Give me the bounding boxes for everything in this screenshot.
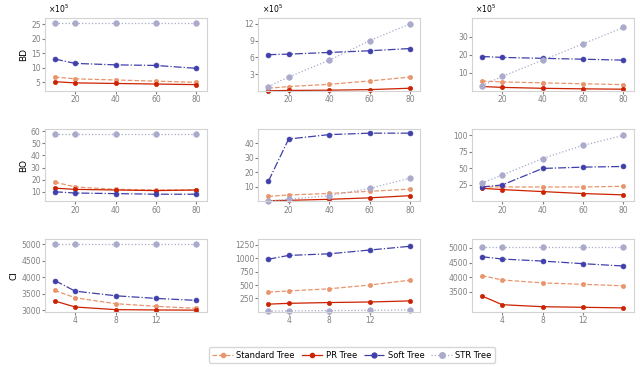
Y-axis label: BO: BO xyxy=(19,159,28,172)
Legend: Standard Tree, PR Tree, Soft Tree, STR Tree: Standard Tree, PR Tree, Soft Tree, STR T… xyxy=(209,347,495,363)
Text: $\times\mathregular{10}^5$: $\times\mathregular{10}^5$ xyxy=(48,3,69,15)
Y-axis label: BD: BD xyxy=(19,48,28,61)
Y-axis label: CI: CI xyxy=(10,271,19,280)
Text: $\times\mathregular{10}^5$: $\times\mathregular{10}^5$ xyxy=(262,3,283,15)
Text: $\times\mathregular{10}^5$: $\times\mathregular{10}^5$ xyxy=(475,3,496,15)
